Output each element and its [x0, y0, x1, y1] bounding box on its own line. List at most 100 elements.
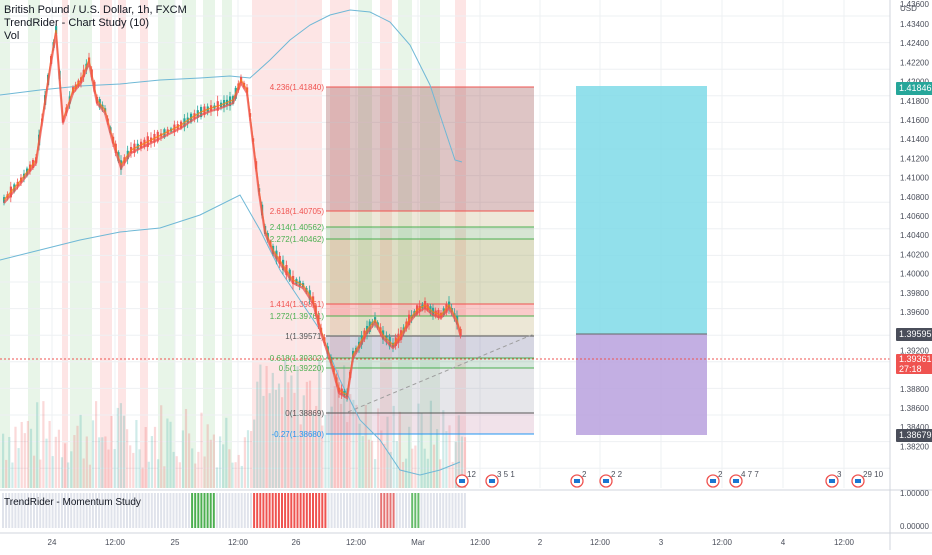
study-title[interactable]: TrendRider - Chart Study (10) [4, 17, 150, 29]
price-axis-tick: 1.39800 [900, 289, 929, 298]
momentum-bar [352, 493, 355, 528]
fibonacci-extension-tool[interactable]: 4.236(1.41840) 2.618(1.40705) 2.414(1.4056… [270, 83, 535, 439]
momentum-bar [172, 493, 175, 528]
volume-bar [380, 430, 383, 488]
momentum-bar [132, 493, 135, 528]
momentum-bar [23, 493, 26, 528]
time-axis-label: 12:00 [470, 538, 491, 547]
momentum-bar [64, 493, 66, 528]
volume-bar [79, 414, 82, 488]
time-axis-label: 4 [781, 538, 786, 547]
volume-bar [287, 382, 290, 488]
long-target-zone[interactable] [576, 86, 707, 334]
volume-bar [147, 461, 150, 488]
momentum-bar [408, 493, 411, 528]
momentum-bar [147, 493, 150, 528]
volume-bar [119, 403, 122, 488]
momentum-bar [85, 493, 88, 528]
symbol-title[interactable]: British Pound / U.S. Dollar, 1h, FXCM [4, 4, 187, 16]
long-stop-zone[interactable] [576, 334, 707, 435]
volume-bar [463, 437, 467, 488]
momentum-bar [181, 493, 184, 528]
price-tag-target: 1.41846 [896, 82, 932, 95]
momentum-bar [240, 493, 243, 528]
momentum-bar [79, 493, 82, 528]
volume-bar [141, 467, 144, 488]
momentum-bar [197, 493, 200, 528]
volume-bar [126, 429, 129, 488]
price-axis-tick: 1.38200 [900, 442, 929, 451]
volume-bar [153, 426, 157, 488]
momentum-bar [439, 493, 442, 528]
candlesticks [0, 24, 890, 402]
volume-bar [408, 426, 411, 488]
volume-bar [135, 419, 138, 488]
momentum-bar [374, 493, 376, 528]
trend-band [455, 0, 466, 488]
volume-bar [274, 389, 277, 488]
long-position-tool[interactable] [576, 86, 707, 435]
momentum-bar [48, 493, 51, 528]
upper-band-line [0, 9, 463, 163]
momentum-bar [234, 493, 237, 528]
volume-bar [85, 436, 88, 488]
momentum-bar [271, 493, 274, 528]
indicator-title[interactable]: TrendRider - Momentum Study [4, 497, 141, 508]
trend-rider-line-red [3, 32, 462, 400]
fib-zone [326, 211, 534, 227]
volume-bar [451, 461, 454, 488]
momentum-bar [29, 493, 32, 528]
volume-bar [225, 417, 228, 488]
volume-bar [358, 423, 361, 488]
volume-bar [110, 415, 113, 488]
momentum-bar [442, 493, 445, 528]
momentum-bar [42, 493, 45, 528]
time-axis-label: 24 [48, 538, 57, 547]
volume-bar [439, 459, 442, 488]
volume-bar [129, 445, 132, 488]
volume-bar [324, 415, 327, 488]
volume-bar [445, 431, 448, 488]
time-axis-label: 12:00 [834, 538, 855, 547]
event-flag-icon [855, 479, 861, 483]
volume-bar [364, 404, 367, 488]
volume-bar [460, 436, 463, 488]
volume-bar [169, 421, 172, 488]
volume-title[interactable]: Vol [4, 30, 20, 42]
momentum-bar [67, 493, 70, 528]
momentum-bar [349, 493, 352, 528]
volume-bar [436, 429, 439, 488]
momentum-bar [395, 493, 398, 528]
volume-bar [448, 425, 451, 488]
volume-bar [392, 405, 395, 488]
volume-bar [175, 456, 178, 488]
momentum-bar [265, 493, 268, 528]
volume-bar [377, 408, 380, 488]
price-axis-currency: USD [900, 4, 917, 13]
volume-bar [33, 455, 36, 488]
momentum-bar [336, 493, 339, 528]
volume-bar [209, 439, 212, 488]
volume-bar [203, 456, 206, 488]
volume-bar [98, 437, 101, 488]
momentum-bar [191, 493, 194, 528]
momentum-bar [377, 493, 380, 528]
momentum-bar [88, 493, 91, 528]
volume-bar [104, 436, 107, 488]
volume-bar [265, 365, 268, 488]
price-axis-tick: 1.40000 [900, 270, 929, 279]
momentum-bar [157, 493, 159, 528]
volume-bar [246, 430, 250, 488]
momentum-bar [175, 493, 178, 528]
momentum-bar [26, 493, 29, 528]
momentum-bar [253, 493, 256, 528]
volume-bar [222, 444, 225, 488]
time-axis-label: 12:00 [590, 538, 611, 547]
momentum-indicator-pane [0, 489, 932, 528]
volume-bar [5, 459, 8, 488]
economic-event-markers[interactable]: 12 3 5 1 2 2 2 2 4 7 7 3 29 10 [455, 470, 884, 488]
volume-bars [2, 359, 467, 488]
trend-band [118, 0, 126, 488]
